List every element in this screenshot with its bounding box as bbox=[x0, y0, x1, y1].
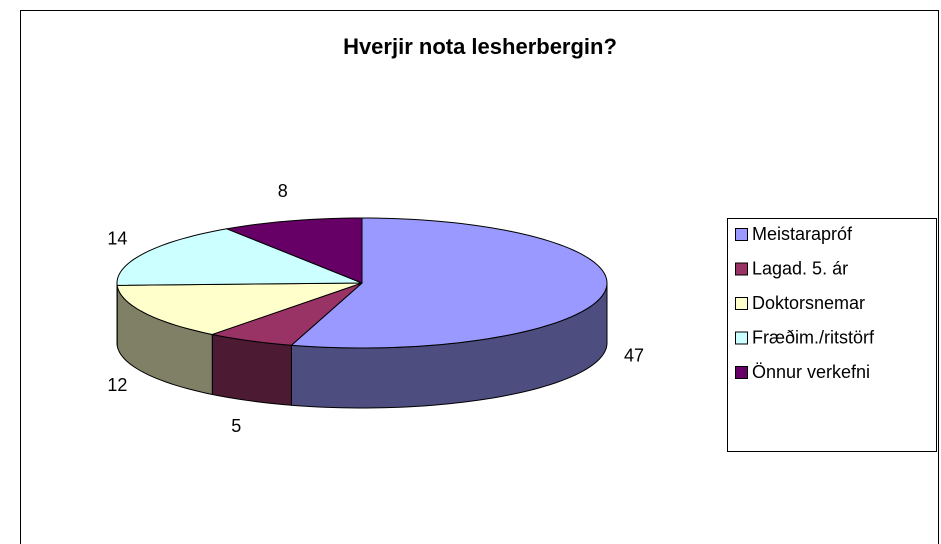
slice bbox=[224, 217, 363, 284]
slice bbox=[290, 217, 608, 349]
slice bbox=[116, 282, 363, 335]
legend-swatch bbox=[735, 228, 748, 241]
slice-side bbox=[211, 333, 292, 406]
slice bbox=[210, 282, 363, 346]
legend-label: Lagad. 5. ár bbox=[752, 258, 848, 278]
legend-label: Fræðim./ritstörf bbox=[752, 327, 875, 347]
data-label: 14 bbox=[107, 228, 127, 248]
legend-label: Önnur verkefni bbox=[752, 362, 870, 382]
legend-label: Doktorsnemar bbox=[752, 293, 865, 313]
legend-swatch bbox=[735, 262, 748, 276]
data-label: 47 bbox=[624, 346, 644, 366]
slice bbox=[116, 228, 363, 286]
chart-title: Hverjir nota lesherbergin? bbox=[343, 34, 617, 59]
data-label: 12 bbox=[107, 375, 127, 395]
legend-swatch bbox=[735, 366, 748, 379]
legend-box bbox=[727, 218, 937, 452]
data-label: 5 bbox=[231, 416, 241, 436]
legend-swatch bbox=[735, 297, 748, 310]
data-label: 8 bbox=[278, 181, 288, 201]
legend-label: Meistarapróf bbox=[752, 224, 853, 244]
legend-swatch bbox=[735, 331, 748, 345]
